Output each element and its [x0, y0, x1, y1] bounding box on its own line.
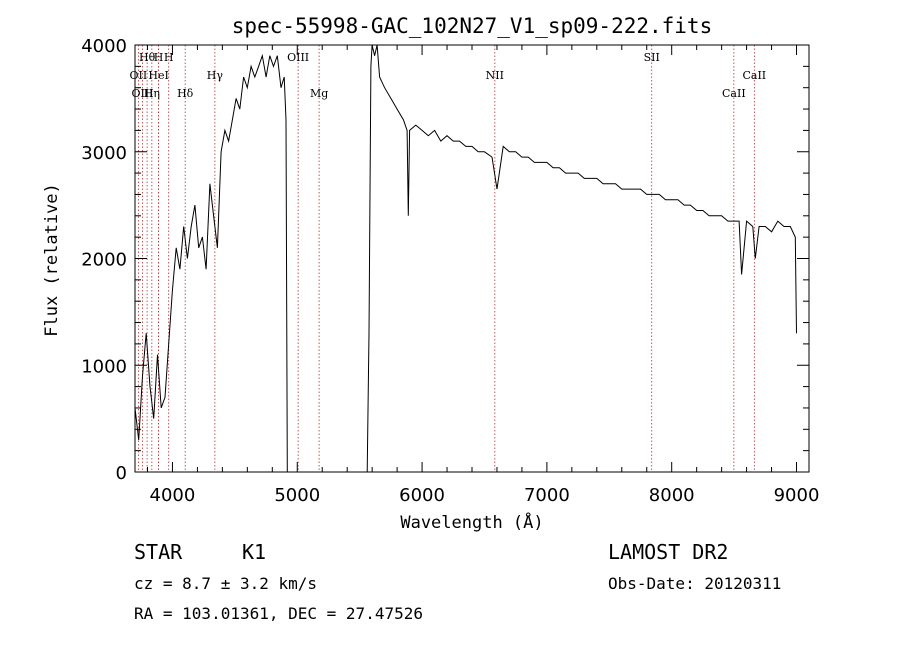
line-label: Hη [144, 87, 160, 100]
line-label: Hδ [177, 87, 194, 100]
tick-labels: 4000 5000 6000 7000 8000 9000 0 1000 2000 3000 400… [81, 36, 819, 506]
line-label: Mg [310, 87, 328, 100]
line-label: NII [486, 69, 504, 82]
object-class: STAR [134, 540, 183, 564]
x-tick-label: 7000 [524, 485, 570, 506]
line-label: OIII [131, 87, 153, 100]
y-tick-label: 4000 [81, 36, 127, 57]
axis-ticks [135, 44, 809, 473]
line-label: Hγ [207, 69, 224, 82]
line-label: HeI [148, 69, 168, 82]
chart-title: spec-55998-GAC_102N27_V1_sp09-222.fits [232, 14, 712, 38]
y-axis-label: Flux (relative) [42, 183, 62, 337]
y-tick-label: 1000 [81, 356, 127, 377]
x-tick-label: 4000 [150, 485, 196, 506]
x-tick-label: 9000 [774, 485, 820, 506]
plot-frame [134, 44, 810, 473]
y-tick-label: 3000 [81, 143, 127, 164]
redshift-velocity: cz = 8.7 ± 3.2 km/s [134, 574, 318, 593]
y-tick-label: 2000 [81, 250, 127, 271]
observation-date: Obs-Date: 20120311 [608, 574, 782, 593]
line-label: CaII [742, 69, 766, 82]
x-tick-label: 8000 [649, 485, 695, 506]
survey-name: LAMOST DR2 [608, 540, 729, 564]
x-tick-label: 6000 [399, 485, 445, 506]
object-subclass: K1 [242, 540, 267, 564]
line-label: H [164, 51, 174, 64]
coordinates: RA = 103.01361, DEC = 27.47526 [134, 604, 423, 623]
line-label: CaII [722, 87, 746, 100]
line-label: Hθ [139, 51, 156, 64]
line-label: OII [130, 69, 148, 82]
spectrum-line [134, 44, 797, 473]
line-label: H [154, 51, 164, 64]
line-label: SII [644, 51, 660, 64]
x-axis-label: Wavelength (Å) [400, 511, 543, 533]
x-tick-label: 5000 [274, 485, 320, 506]
y-tick-label: 0 [116, 463, 127, 484]
line-markers [137, 45, 755, 472]
line-label: OIII [287, 51, 309, 64]
